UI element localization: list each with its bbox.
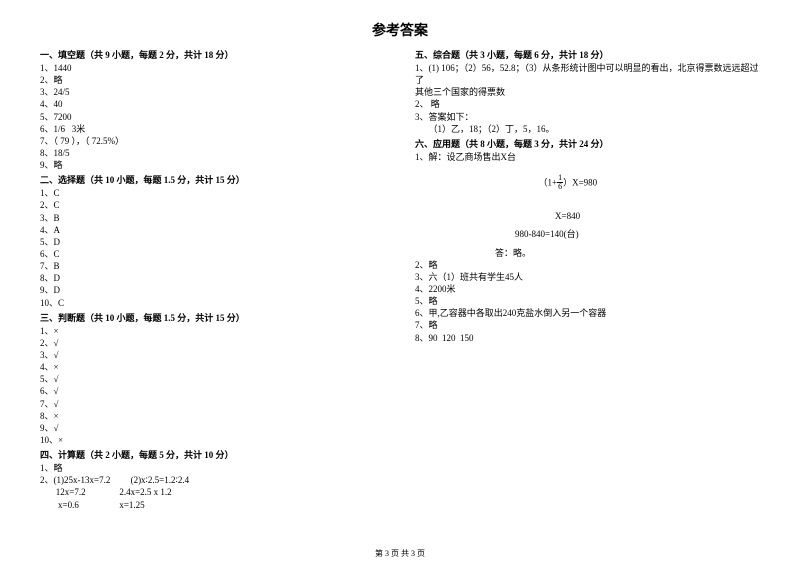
s2-item: 7、B (40, 260, 385, 272)
s5-item: 3、答案如下： (415, 111, 760, 123)
eq-pre: （1+ (539, 178, 558, 188)
s6-equation: 980-840=140(台) (415, 228, 760, 240)
eq-post: ）X=980 (563, 178, 597, 188)
s3-item: 9、√ (40, 422, 385, 434)
s2-item: 8、D (40, 272, 385, 284)
s4-item: x=0.6 x=1.25 (40, 499, 385, 511)
s1-item: 3、24/5 (40, 86, 385, 98)
page-title: 参考答案 (40, 20, 760, 40)
s3-item: 3、√ (40, 349, 385, 361)
page-columns: 一、填空题（共 9 小题，每题 2 分，共计 18 分） 1、1440 2、略 … (40, 46, 760, 511)
s2-item: 9、D (40, 284, 385, 296)
s4-item: 12x=7.2 2.4x=2.5 x 1.2 (40, 486, 385, 498)
s1-item: 9、略 (40, 159, 385, 171)
s6-item: 7、略 (415, 319, 760, 331)
left-column: 一、填空题（共 9 小题，每题 2 分，共计 18 分） 1、1440 2、略 … (40, 46, 385, 511)
s6-item: 1、解：设乙商场售出X台 (415, 151, 760, 163)
s3-item: 7、√ (40, 398, 385, 410)
s3-item: 2、√ (40, 337, 385, 349)
s1-item: 7、（ 79 ），（ 72.5%） (40, 135, 385, 147)
s5-item: 其他三个国家的得票数 (415, 86, 760, 98)
s1-item: 1、1440 (40, 62, 385, 74)
section-5-head: 五、综合题（共 3 小题，每题 6 分，共计 18 分） (415, 48, 760, 61)
right-column: 五、综合题（共 3 小题，每题 6 分，共计 18 分） 1、(1) 106；（… (415, 46, 760, 511)
s5-item: （1）乙，18；（2）丁，5，16。 (415, 123, 760, 135)
section-6-head: 六、应用题（共 8 小题，每题 3 分，共计 24 分） (415, 137, 760, 150)
section-1-head: 一、填空题（共 9 小题，每题 2 分，共计 18 分） (40, 48, 385, 61)
s1-item: 8、18/5 (40, 147, 385, 159)
s2-item: 4、A (40, 224, 385, 236)
s1-item: 4、40 (40, 98, 385, 110)
s2-item: 5、D (40, 236, 385, 248)
s3-item: 10、× (40, 434, 385, 446)
s3-item: 5、√ (40, 373, 385, 385)
s4-item: 2、(1)25x-13x=7.2 (2)x∶2.5=1.2∶2.4 (40, 474, 385, 486)
s4-item: 1、略 (40, 462, 385, 474)
s6-item: 2、略 (415, 259, 760, 271)
s3-item: 1、× (40, 325, 385, 337)
section-2-head: 二、选择题（共 10 小题，每题 1.5 分，共计 15 分） (40, 173, 385, 186)
s5-item: 1、(1) 106；（2）56，52.8；（3）从条形统计图中可以明显的看出，北… (415, 62, 760, 86)
fraction: 16 (557, 174, 563, 191)
s5-item: 2、 略 (415, 98, 760, 110)
s1-item: 2、略 (40, 74, 385, 86)
s2-item: 2、C (40, 199, 385, 211)
s6-equation: X=840 (415, 210, 760, 222)
s6-equation: （1+16）X=980 (415, 163, 760, 204)
s6-item: 8、90 120 150 (415, 332, 760, 344)
page-footer: 第 3 页 共 3 页 (0, 548, 800, 559)
section-4-head: 四、计算题（共 2 小题，每题 5 分，共计 10 分） (40, 448, 385, 461)
section-3-head: 三、判断题（共 10 小题，每题 1.5 分，共计 15 分） (40, 311, 385, 324)
s6-item: 5、略 (415, 295, 760, 307)
s2-item: 3、B (40, 212, 385, 224)
s6-item: 6、甲,乙容器中各取出240克盐水倒入另一个容器 (415, 307, 760, 319)
s2-item: 10、C (40, 297, 385, 309)
s2-item: 6、C (40, 248, 385, 260)
s6-answer: 答：略。 (415, 247, 760, 259)
s6-item: 4、2200米 (415, 283, 760, 295)
s2-item: 1、C (40, 187, 385, 199)
fraction-den: 6 (557, 183, 563, 191)
s3-item: 4、× (40, 361, 385, 373)
s1-item: 5、7200 (40, 111, 385, 123)
s3-item: 8、× (40, 410, 385, 422)
s3-item: 6、√ (40, 385, 385, 397)
s1-item: 6、1/6 3米 (40, 123, 385, 135)
s6-item: 3、六（1）班共有学生45人 (415, 271, 760, 283)
